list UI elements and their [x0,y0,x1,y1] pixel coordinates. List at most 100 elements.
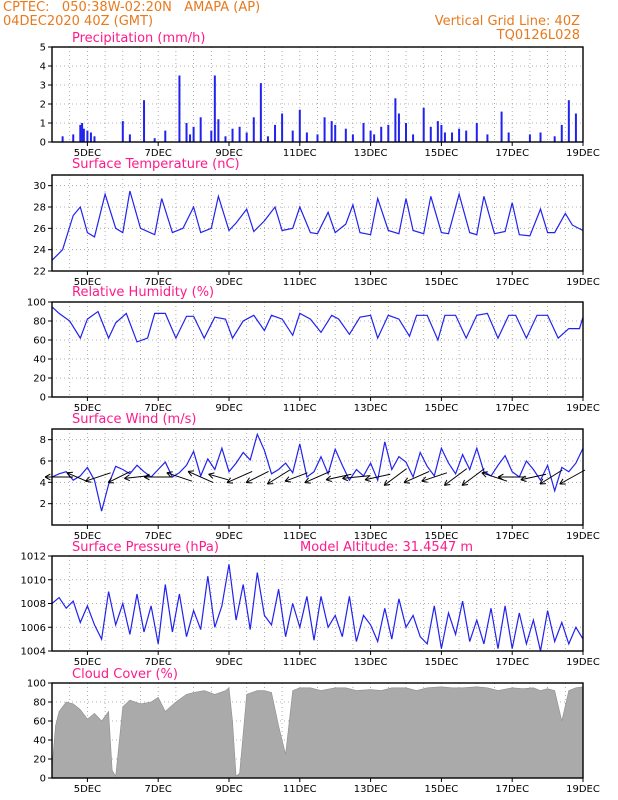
precip-bar [475,123,478,142]
precip-bar [266,136,269,142]
wind-arrow-shaft [66,472,87,482]
precip-bar [351,134,354,142]
wind-arrow [226,470,253,484]
series-line [51,432,584,512]
precip-bar [486,134,489,142]
x-tick-label: 5DEC [74,403,101,414]
wind-arrow-head [421,476,427,482]
x-tick-label: 19DEC [566,657,600,668]
y-tick-label: 20 [33,374,46,385]
cloud-area [51,686,584,779]
x-tick-label: 7DEC [145,657,172,668]
precip-bar [574,113,577,142]
x-tick-label: 9DEC [215,531,242,542]
x-tick-label: 17DEC [495,531,529,542]
header-location: CPTEC: 050:38W-02:20N AMAPA (AP) [3,0,261,15]
wind-arrow-shaft [208,473,229,481]
precip-bar [93,136,96,142]
precip-bar [81,123,84,142]
precip-bar [259,83,262,142]
precip-bar [440,124,443,142]
wind-arrow-shaft [187,470,214,484]
y-tick-label: 24 [33,245,46,256]
wind-arrow-shaft [284,472,308,482]
precip-bar [121,121,124,142]
precip-bar [539,132,542,142]
precip-bar [429,126,432,142]
x-tick-label: 11DEC [283,784,317,795]
wind-arrow [383,468,407,486]
y-tick-label: 1010 [21,575,46,586]
y-tick-label: 40 [33,355,46,366]
precip-bar [316,134,319,142]
precip-bar [412,134,415,142]
precip-bar [189,134,192,142]
wind-arrow-head [461,479,466,486]
series-line [51,564,584,652]
x-tick-label: 13DEC [354,148,388,159]
wind-arrow-head [443,479,448,486]
wind-arrow-shaft [461,468,485,486]
y-tick-label: 2 [40,499,46,510]
x-tick-label: 9DEC [215,784,242,795]
wind-arrow [461,468,485,486]
header-model-code: TQ0126L028 [496,28,580,43]
precip-bar [82,128,85,142]
y-tick-label: 100 [27,298,46,309]
x-tick-label: 13DEC [354,403,388,414]
x-tick-label: 5DEC [74,148,101,159]
precip-bar [274,124,277,142]
wind-arrow-shaft [166,472,193,482]
wind-arrow-head [384,484,391,486]
panel-5: 1004 1006 1008 1010 1012 5DEC 7DEC 9DEC 11DEC 13D… [21,540,600,668]
y-tick-label: 60 [33,336,46,347]
precip-bar [405,123,407,142]
y-tick-label: 0 [40,774,46,785]
x-tick-label: 11DEC [283,148,317,159]
panel-frame [51,555,584,652]
y-tick-label: 3 [40,81,46,92]
wind-arrow-head [107,477,112,483]
panel-title: Surface Pressure (hPa) [72,540,219,555]
precip-bar [210,130,213,142]
y-tick-label: 1012 [21,552,46,563]
precip-bar [334,124,337,142]
precip-bar [305,132,308,142]
wind-arrow-head [325,475,331,481]
wind-arrow [304,470,331,484]
wind-arrow-head [226,477,232,483]
wind-arrow-head [44,476,51,481]
wind-arrow-head [304,477,309,483]
x-tick-label: 7DEC [145,784,172,795]
x-tick-label: 17DEC [495,403,529,414]
precip-bar [217,119,220,142]
x-tick-label: 19DEC [566,403,600,414]
precip-bar [397,113,400,142]
x-tick-label: 11DEC [283,657,317,668]
wind-arrow-head [245,477,250,483]
wind-arrow-shaft [559,469,586,485]
x-tick-label: 15DEC [425,148,459,159]
precip-bar [252,117,255,142]
wind-arrow-head [208,472,215,475]
wind-arrow-head [326,479,333,482]
wind-arrow-head [497,473,504,478]
wind-arrow [443,468,468,486]
x-tick-label: 17DEC [495,148,529,159]
precip-bar [298,109,301,142]
wind-arrow-shaft [421,472,448,482]
wind-arrow-head [284,476,290,482]
wind-arrow-head [284,480,292,483]
wind-arrow-shaft [226,470,253,484]
precip-bar [553,136,556,142]
wind-arrow-head [497,476,504,481]
wind-arrow-head [66,472,72,478]
precip-bar [185,123,188,142]
y-tick-label: 80 [33,317,46,328]
y-tick-label: 1006 [21,623,46,634]
x-tick-label: 7DEC [145,277,172,288]
wind-arrow [364,473,391,482]
precip-bar [465,130,468,142]
wind-arrow [187,470,214,484]
y-tick-label: 0 [40,138,46,149]
